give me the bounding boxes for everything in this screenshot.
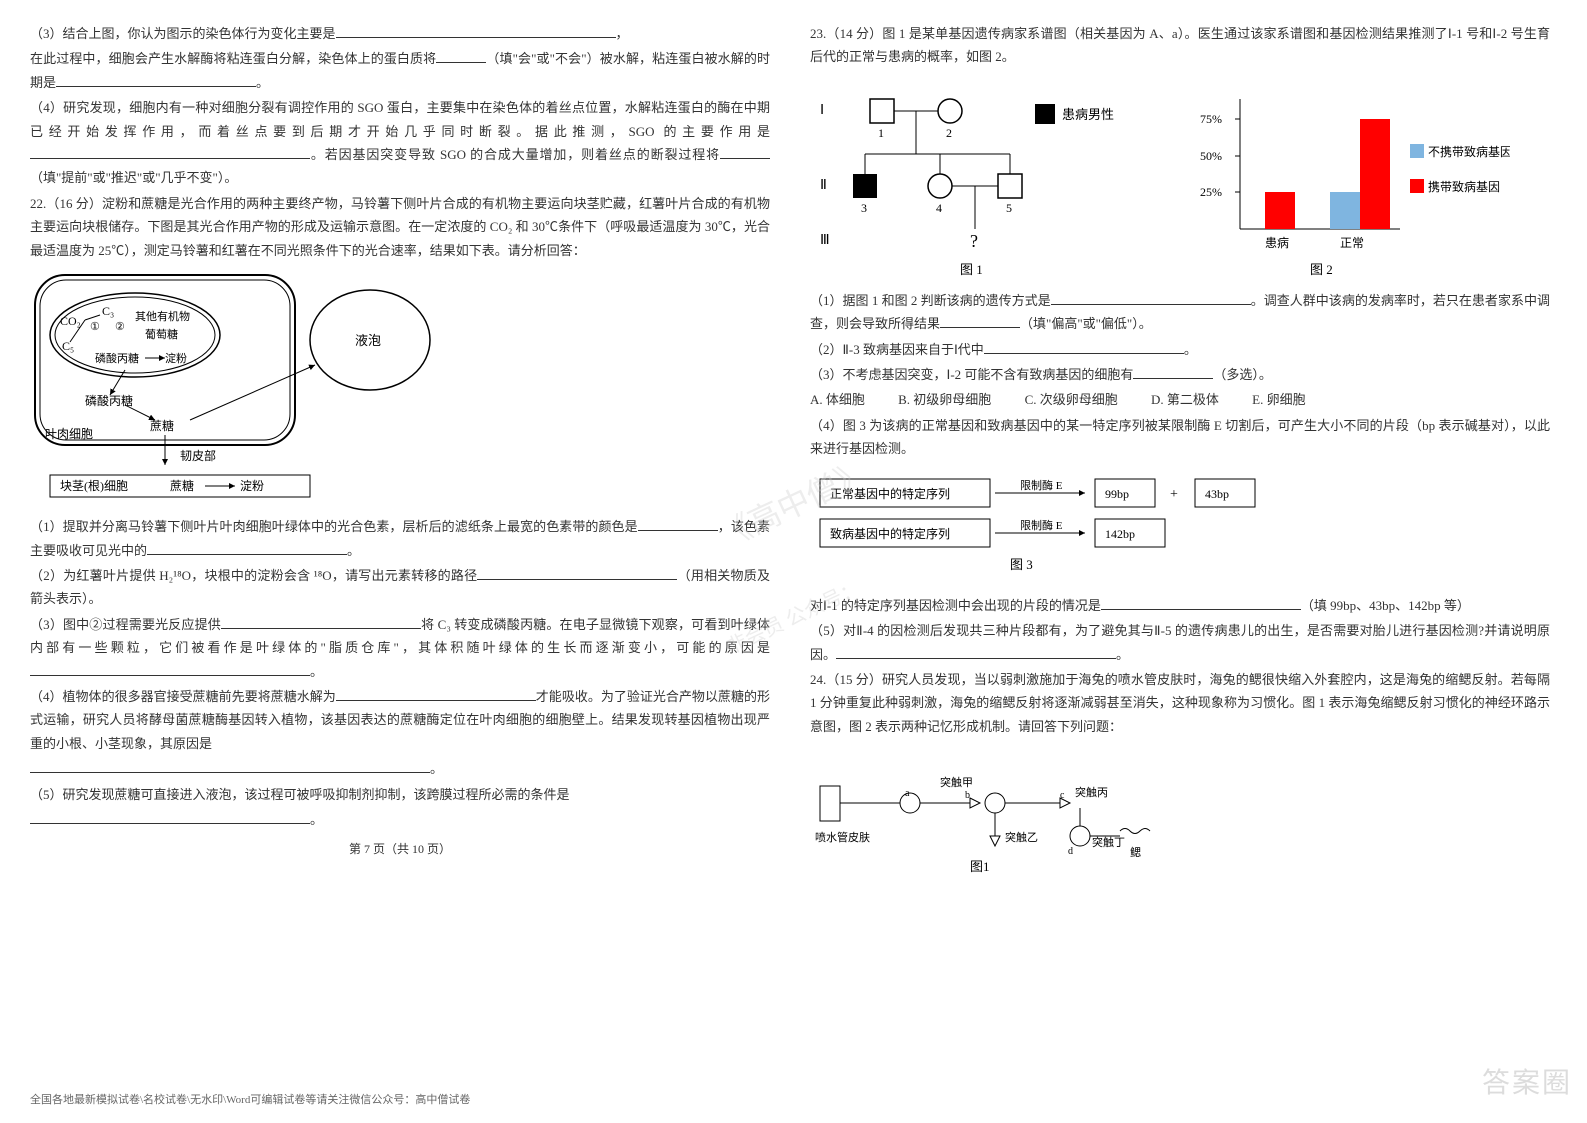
corner-watermark: 答案圈 — [1482, 1058, 1572, 1108]
q22-1: （1）提取并分离马铃薯下侧叶片叶肉细胞叶绿体中的光合色素，层析后的滤纸条上最宽的… — [30, 515, 770, 562]
q22-2: （2）为红薯叶片提供 H₂¹⁸O，块根中的淀粉会含 ¹⁸O，请写出元素转移的路径… — [30, 564, 770, 611]
page-container: （3）结合上图，你认为图示的染色体行为变化主要是， 在此过程中，细胞会产生水解酶… — [30, 20, 1557, 1040]
figure-22: CO₂ C₃ C₅ ① ② 其他有机物 葡萄糖 磷酸丙糖 淀粉 液泡 磷酸丙糖 … — [30, 270, 770, 507]
svg-text:1: 1 — [878, 126, 884, 140]
figure-24: a 突触甲 b c 突触丙 突触乙 d 突触丁 鳃 喷水管皮肤 图1 — [810, 746, 1550, 883]
svg-text:韧皮部: 韧皮部 — [180, 448, 216, 463]
svg-text:25%: 25% — [1200, 185, 1222, 199]
svg-text:图 3: 图 3 — [1010, 557, 1033, 572]
svg-text:突触甲: 突触甲 — [940, 775, 973, 789]
q23-2: （2）Ⅱ-3 致病基因来自于Ⅰ代中。 — [810, 338, 1550, 361]
svg-text:蔗糖: 蔗糖 — [150, 418, 174, 433]
svg-text:+: + — [1170, 487, 1178, 502]
svg-text:葡萄糖: 葡萄糖 — [145, 327, 178, 341]
svg-text:其他有机物: 其他有机物 — [135, 309, 190, 323]
svg-text:a: a — [905, 788, 910, 799]
svg-text:②: ② — [115, 321, 125, 333]
svg-text:限制酶 E: 限制酶 E — [1020, 479, 1063, 492]
q22-5: （5）研究发现蔗糖可直接进入液泡，该过程可被呼吸抑制剂抑制，该跨膜过程所必需的条… — [30, 783, 770, 806]
svg-text:?: ? — [970, 231, 978, 251]
svg-text:携带致病基因: 携带致病基因 — [1428, 179, 1500, 194]
q23-4-cont: 对Ⅰ-1 的特定序列基因检测中会出现的片段的情况是（填 99bp、43bp、14… — [810, 594, 1550, 617]
q23-3: （3）不考虑基因突变，Ⅰ-2 可能不含有致病基因的细胞有（多选）。 — [810, 363, 1550, 386]
svg-text:淀粉: 淀粉 — [165, 351, 187, 365]
svg-text:限制酶 E: 限制酶 E — [1020, 519, 1063, 532]
q23-stem: 23.（14 分）图 1 是某单基因遗传病家系谱图（相关基因为 A、a）。医生通… — [810, 22, 1550, 69]
q23-3-choices: A. 体细胞 B. 初级卵母细胞 C. 次级卵母细胞 D. 第二极体 E. 卵细… — [810, 388, 1550, 411]
svg-text:Ⅰ: Ⅰ — [820, 103, 824, 118]
figure-23-3: 正常基因中的特定序列 限制酶 E 99bp + 43bp 致病基因中的特定序列 … — [810, 469, 1550, 586]
q21-3: （3）结合上图，你认为图示的染色体行为变化主要是， — [30, 22, 770, 45]
q21-4: （4）研究发现，细胞内有一种对细胞分裂有调控作用的 SGO 蛋白，主要集中在染色… — [30, 96, 770, 190]
svg-text:d: d — [1068, 846, 1073, 857]
svg-text:2: 2 — [946, 126, 952, 140]
svg-text:图1: 图1 — [970, 859, 990, 874]
svg-text:喷水管皮肤: 喷水管皮肤 — [815, 830, 870, 844]
svg-text:突触丙: 突触丙 — [1075, 785, 1108, 799]
svg-text:C₅: C₅ — [62, 339, 74, 353]
figure-23-1-2: Ⅰ 1 2 患病男性 Ⅱ 3 4 5 Ⅲ ? — [810, 79, 1550, 279]
svg-text:5: 5 — [1006, 201, 1012, 215]
svg-text:C₃: C₃ — [102, 304, 114, 318]
svg-text:突触乙: 突触乙 — [1005, 830, 1038, 844]
svg-text:75%: 75% — [1200, 112, 1222, 126]
svg-text:142bp: 142bp — [1105, 527, 1135, 541]
svg-text:液泡: 液泡 — [355, 333, 381, 348]
svg-text:50%: 50% — [1200, 149, 1222, 163]
svg-text:蔗糖: 蔗糖 — [170, 478, 194, 493]
svg-text:叶肉细胞: 叶肉细胞 — [45, 427, 93, 441]
svg-text:Ⅲ: Ⅲ — [820, 233, 830, 248]
q23-5: （5）对Ⅱ-4 的因检测后发现共三种片段都有，为了避免其与Ⅱ-5 的遗传病患儿的… — [810, 619, 1550, 666]
q23-1: （1）据图 1 和图 2 判断该病的遗传方式是。调查人群中该病的发病率时，若只在… — [810, 289, 1550, 336]
svg-text:磷酸丙糖: 磷酸丙糖 — [95, 351, 139, 365]
svg-text:患病男性: 患病男性 — [1062, 107, 1114, 122]
svg-text:正常: 正常 — [1340, 236, 1364, 250]
q24-stem: 24.（15 分）研究人员发现，当以弱刺激施加于海兔的喷水管皮肤时，海兔的鳃很快… — [810, 668, 1550, 738]
svg-text:CO₂: CO₂ — [60, 314, 81, 328]
svg-text:鳃: 鳃 — [1130, 845, 1141, 859]
q22-5b: 。 — [30, 808, 770, 831]
svg-text:4: 4 — [936, 201, 942, 215]
q22-4: （4）植物体的很多器官接受蔗糖前先要将蔗糖水解为才能吸收。为了验证光合产物以蔗糖… — [30, 685, 770, 755]
q22-3: （3）图中②过程需要光反应提供将 C₃ 转变成磷酸丙糖。在电子显微镜下观察，可看… — [30, 613, 770, 683]
pedigree-svg: Ⅰ 1 2 患病男性 Ⅱ 3 4 5 Ⅲ ? — [810, 79, 1160, 279]
right-column: 23.（14 分）图 1 是某单基因遗传病家系谱图（相关基因为 A、a）。医生通… — [810, 20, 1550, 1040]
svg-text:突触丁: 突触丁 — [1092, 835, 1125, 849]
svg-text:Ⅱ: Ⅱ — [820, 178, 827, 193]
svg-text:b: b — [965, 790, 970, 801]
svg-text:正常基因中的特定序列: 正常基因中的特定序列 — [830, 486, 950, 501]
svg-text:块茎(根)细胞: 块茎(根)细胞 — [60, 479, 128, 493]
svg-text:致病基因中的特定序列: 致病基因中的特定序列 — [830, 526, 950, 541]
q23-4: （4）图 3 为该病的正常基因和致病基因中的某一特定序列被某限制酶 E 切割后，… — [810, 414, 1550, 461]
svg-text:43bp: 43bp — [1205, 487, 1229, 501]
svg-text:淀粉: 淀粉 — [240, 479, 264, 493]
svg-text:不携带致病基因: 不携带致病基因 — [1428, 144, 1510, 159]
svg-text:图 2: 图 2 — [1310, 262, 1333, 277]
q22-stem: 22.（16 分）淀粉和蔗糖是光合作用的两种主要终产物，马铃薯下侧叶片合成的有机… — [30, 192, 770, 262]
q21-3-cont: 在此过程中，细胞会产生水解酶将粘连蛋白分解，染色体上的蛋白质将（填"会"或"不会… — [30, 47, 770, 94]
page-number: 第 7 页（共 10 页） — [30, 839, 770, 861]
svg-text:图 1: 图 1 — [960, 262, 983, 277]
svg-text:①: ① — [90, 321, 100, 333]
footer-text: 全国各地最新模拟试卷\名校试卷\无水印\Word可编辑试卷等请关注微信公众号：高… — [30, 1091, 470, 1111]
svg-text:99bp: 99bp — [1105, 487, 1129, 501]
svg-text:患病: 患病 — [1265, 235, 1289, 250]
barchart-svg: 75% 50% 25% 患病 正常 不携带致病基因 携带致病基因 图 2 — [1190, 79, 1510, 279]
left-column: （3）结合上图，你认为图示的染色体行为变化主要是， 在此过程中，细胞会产生水解酶… — [30, 20, 770, 1040]
q22-4-line: 。 — [30, 757, 770, 780]
svg-text:3: 3 — [861, 201, 867, 215]
